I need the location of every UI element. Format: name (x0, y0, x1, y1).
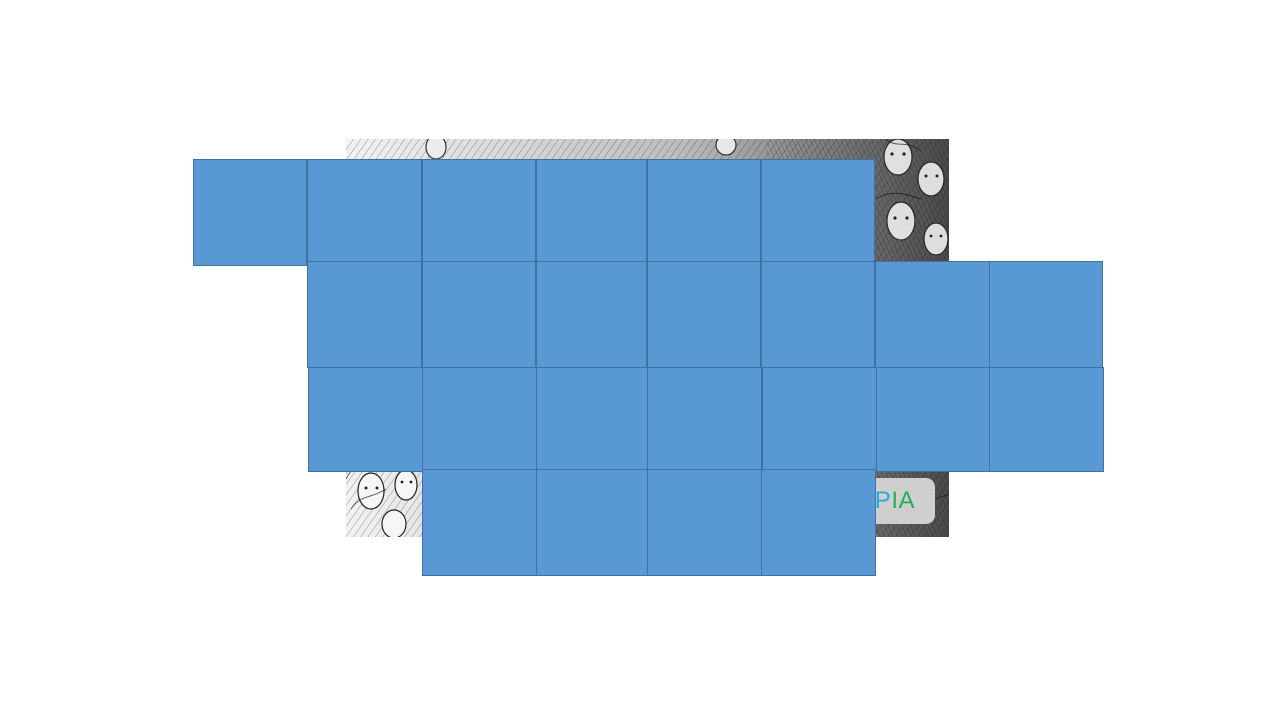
cover-tile[interactable] (876, 367, 990, 472)
cover-tile[interactable] (307, 159, 422, 262)
logo-letter-i: I (891, 487, 899, 514)
cover-tile[interactable] (193, 159, 307, 266)
logo-letter-p: P (874, 487, 892, 514)
cover-tile[interactable] (647, 469, 762, 576)
cover-tile[interactable] (307, 261, 422, 368)
cover-tile[interactable] (762, 367, 877, 472)
cover-tile[interactable] (536, 469, 648, 576)
cover-tile[interactable] (989, 261, 1103, 368)
cover-tile[interactable] (761, 469, 876, 576)
cover-tile[interactable] (422, 367, 537, 472)
cover-tile[interactable] (536, 159, 647, 262)
cover-tile[interactable] (647, 159, 761, 262)
cover-tile[interactable] (536, 367, 648, 472)
cover-tile[interactable] (422, 469, 537, 576)
cover-tile[interactable] (422, 261, 536, 368)
logo-letter-a: A (898, 487, 915, 514)
cover-tile[interactable] (761, 261, 875, 368)
cover-tile[interactable] (647, 261, 761, 368)
cover-tile[interactable] (989, 367, 1104, 472)
cover-tile[interactable] (536, 261, 647, 368)
cover-tile[interactable] (647, 367, 762, 472)
cover-tile[interactable] (422, 159, 536, 262)
cover-tile[interactable] (308, 367, 423, 472)
cover-tile[interactable] (761, 159, 875, 262)
cover-tile[interactable] (875, 261, 990, 368)
